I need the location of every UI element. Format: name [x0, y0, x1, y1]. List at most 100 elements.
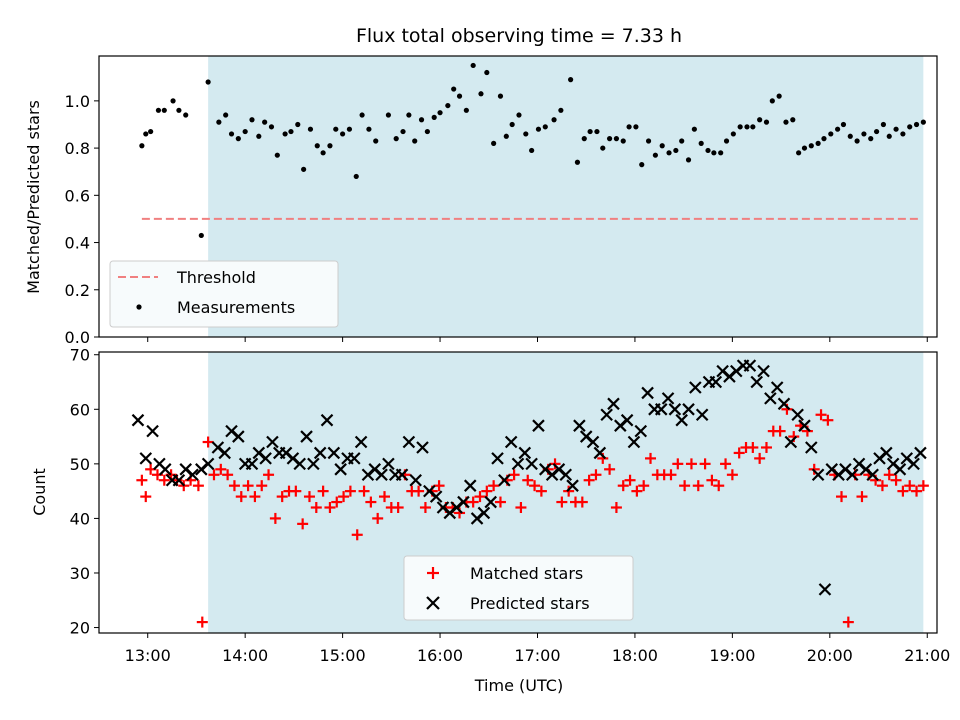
measurement-point: [542, 124, 548, 130]
predicted-star-point: [201, 457, 215, 471]
x-tick-label: 21:00: [904, 646, 950, 665]
measurement-point: [737, 124, 743, 130]
measurement-point: [235, 136, 241, 142]
predicted-star-point: [586, 435, 600, 449]
chart-title: Flux total observing time = 7.33 h: [356, 25, 682, 47]
measurement-point: [821, 136, 827, 142]
x-tick-label: 20:00: [807, 646, 853, 665]
x-tick-label: 13:00: [125, 646, 171, 665]
measurement-point: [198, 232, 204, 239]
matched-star-point: [760, 441, 772, 453]
matched-star-point: [310, 502, 322, 514]
measurement-point: [282, 131, 288, 137]
predicted-star-point: [682, 403, 695, 416]
measurement-point: [327, 143, 333, 149]
measurement-point: [639, 162, 645, 168]
measurement-point: [307, 126, 314, 132]
predicted-star-point: [798, 419, 811, 432]
predicted-star-point: [416, 441, 429, 454]
matched-star-point: [576, 496, 588, 508]
matched-star-point: [269, 512, 281, 524]
top-y-tick-label: 0.8: [65, 139, 90, 158]
predicted-star-point: [791, 408, 804, 422]
matched-star-point: [242, 480, 254, 492]
matched-star-point: [508, 469, 520, 481]
predicted-star-point: [654, 403, 668, 416]
predicted-star-point: [607, 397, 620, 411]
x-tick-label: 15:00: [320, 646, 366, 665]
measurement-point: [828, 131, 834, 137]
predicted-star-point: [463, 479, 477, 492]
measurement-point: [907, 124, 913, 130]
matched-star-point: [235, 491, 247, 503]
matched-star-point: [617, 480, 629, 492]
predicted-star-point: [146, 424, 159, 438]
measurement-point: [581, 136, 587, 142]
predicted-star-point: [457, 495, 470, 509]
matched-star-point: [604, 463, 616, 475]
predicted-star-point: [764, 392, 777, 405]
measurement-point: [353, 173, 359, 180]
matched-star-point: [494, 496, 506, 508]
measurement-point: [509, 121, 515, 128]
measurement-point: [385, 112, 392, 118]
measurement-point: [139, 143, 145, 149]
matched-star-point: [672, 458, 684, 470]
predicted-star-point: [634, 424, 648, 438]
predicted-star-point: [893, 463, 907, 476]
measurement-point: [873, 128, 880, 135]
matched-star-point: [140, 491, 152, 503]
top-y-tick-label: 0.2: [65, 281, 90, 300]
matched-star-point: [256, 480, 268, 492]
predicted-star-point: [313, 446, 327, 460]
measurement-point: [685, 157, 692, 163]
matched-star-point: [467, 496, 479, 508]
measurement-point: [847, 133, 853, 139]
top-y-tick-label: 0.4: [65, 234, 90, 253]
matched-star-point: [379, 491, 391, 503]
bottom-axes-frame: [98, 351, 938, 634]
predicted-star-point: [914, 446, 927, 460]
measurement-point: [730, 131, 736, 137]
matched-star-point: [822, 414, 834, 426]
measurement-point: [523, 131, 529, 137]
measurement-point: [393, 136, 399, 142]
matched-star-point: [556, 496, 568, 508]
measurement-point: [529, 147, 535, 154]
measurement-point: [613, 136, 620, 142]
matched-star-point: [365, 496, 377, 508]
matched-star-point: [720, 458, 732, 470]
measurement-point: [445, 102, 451, 109]
bottom-panel-counts: 20 30 40 50 60 70 13:00 14:00 15:00 16:00 17:00 18:…: [70, 346, 951, 665]
measurement-point: [491, 140, 497, 146]
matched-star-point: [215, 463, 227, 475]
matched-star-point: [808, 463, 820, 475]
matched-star-point: [208, 469, 220, 481]
bottom-y-tick-label: 30: [70, 564, 90, 583]
bottom-y-tick-label: 60: [70, 400, 90, 419]
predicted-star-point: [627, 435, 641, 449]
legend-matched-label: Matched stars: [470, 564, 583, 583]
measurement-point: [744, 124, 750, 130]
measurement-point: [893, 126, 899, 132]
matched-star-point: [699, 458, 711, 470]
measurement-point: [880, 121, 887, 128]
matched-star-point: [263, 469, 275, 481]
predicted-star-point: [750, 375, 764, 389]
matched-star-point: [842, 616, 854, 628]
predicted-star-point: [600, 408, 613, 422]
matched-star-point: [754, 452, 766, 464]
matched-star-point: [392, 502, 404, 514]
measurement-point: [346, 126, 353, 132]
top-y-axis-label: Matched/Predicted stars: [24, 100, 43, 294]
measurement-point: [769, 98, 775, 104]
matched-star-point: [645, 452, 657, 464]
measurement-point: [790, 117, 796, 123]
predicted-star-point: [811, 468, 825, 482]
matched-star-point: [679, 480, 691, 492]
x-tick-label: 19:00: [709, 646, 755, 665]
legend-top-frame: [109, 260, 339, 328]
measurement-point: [143, 131, 149, 137]
measurement-point: [418, 117, 425, 123]
matched-star-point: [290, 485, 302, 497]
